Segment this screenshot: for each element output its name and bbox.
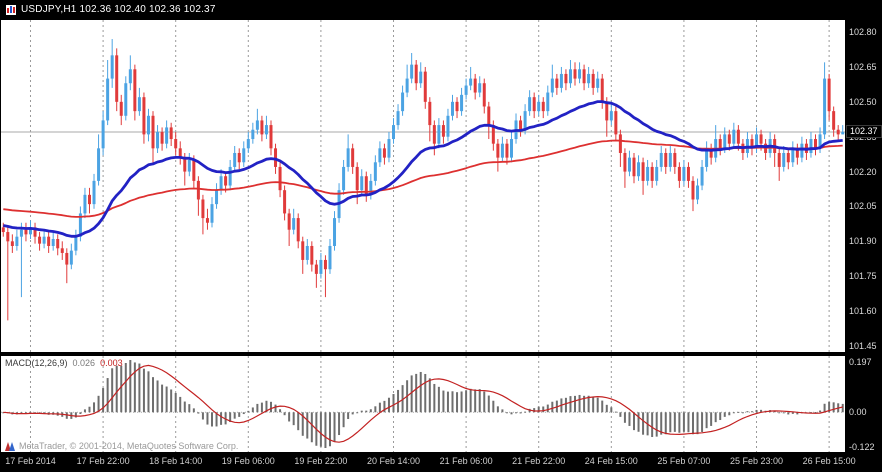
macd-label-row: MACD(12,26,9) 0.026 0.003 (5, 358, 123, 368)
chart-title: USDJPY,H1 102.36 102.40 102.36 102.37 (21, 4, 216, 15)
chart-titlebar[interactable]: USDJPY,H1 102.36 102.40 102.36 102.37 (0, 0, 882, 19)
chart-window-icon (6, 4, 16, 15)
price-axis[interactable]: 102.80102.65102.50102.35102.20102.05101.… (846, 20, 882, 352)
price-tick-label: 101.60 (849, 306, 877, 317)
time-axis-label: 25 Feb 07:00 (657, 456, 711, 466)
price-tick-label: 102.05 (849, 201, 877, 212)
indicator-tick-label: 0.00 (849, 407, 867, 418)
time-axis-label: 17 Feb 2014 (5, 456, 56, 466)
time-axis-label: 19 Feb 22:00 (294, 456, 348, 466)
time-axis-label: 25 Feb 23:00 (729, 456, 784, 466)
time-axis-label: 21 Feb 06:00 (439, 456, 493, 466)
price-chart-canvas[interactable] (1, 20, 845, 352)
time-axis-label: 26 Feb 15:00 (802, 456, 856, 466)
bid-price-tag: 102.37 (846, 125, 882, 139)
price-tick-label: 101.45 (849, 340, 877, 351)
price-chart-panel[interactable] (1, 20, 845, 352)
watermark-text: MetaTrader, © 2001-2014, MetaQuotes Soft… (19, 441, 239, 451)
watermark: MetaTrader, © 2001-2014, MetaQuotes Soft… (5, 441, 238, 451)
ma-blue-line (3, 100, 843, 238)
indicator-tick-label: -0.122 (849, 442, 875, 452)
time-axis-label: 17 Feb 22:00 (76, 456, 130, 466)
macd-signal-line (3, 364, 843, 443)
indicator-tick-label: 0.197 (849, 357, 872, 367)
time-axis-label: 18 Feb 14:00 (149, 456, 203, 466)
candles-layer (1, 39, 845, 321)
price-tick-label: 102.65 (849, 61, 877, 72)
day-separators (29, 20, 830, 352)
time-axis-label: 21 Feb 22:00 (512, 456, 566, 466)
macd-panel[interactable]: MACD(12,26,9) 0.026 0.003 MetaTrader, © … (1, 356, 845, 452)
time-axis[interactable]: 17 Feb 2014 17 Feb 22:00 18 Feb 14:00 19 Fe… (0, 452, 882, 472)
macd-main-value: 0.026 (72, 358, 96, 368)
time-axis-label: 24 Feb 15:00 (584, 456, 638, 466)
price-tick-label: 102.80 (849, 27, 877, 38)
macd-indicator-name: MACD(12,26,9) (5, 358, 68, 368)
macd-histogram (2, 360, 844, 448)
price-tick-label: 101.90 (849, 236, 877, 247)
price-tick-label: 101.75 (849, 271, 877, 282)
metaquotes-logo-icon (5, 441, 15, 451)
macd-signal-value: 0.003 (100, 358, 123, 368)
time-axis-label: 19 Feb 06:00 (221, 456, 275, 466)
indicator-axis[interactable]: 0.197 0.00 -0.122 (846, 356, 882, 452)
price-tick-label: 102.20 (849, 166, 877, 177)
macd-canvas[interactable] (1, 356, 845, 452)
price-tick-label: 102.50 (849, 96, 877, 107)
time-axis-label: 20 Feb 14:00 (366, 456, 421, 466)
